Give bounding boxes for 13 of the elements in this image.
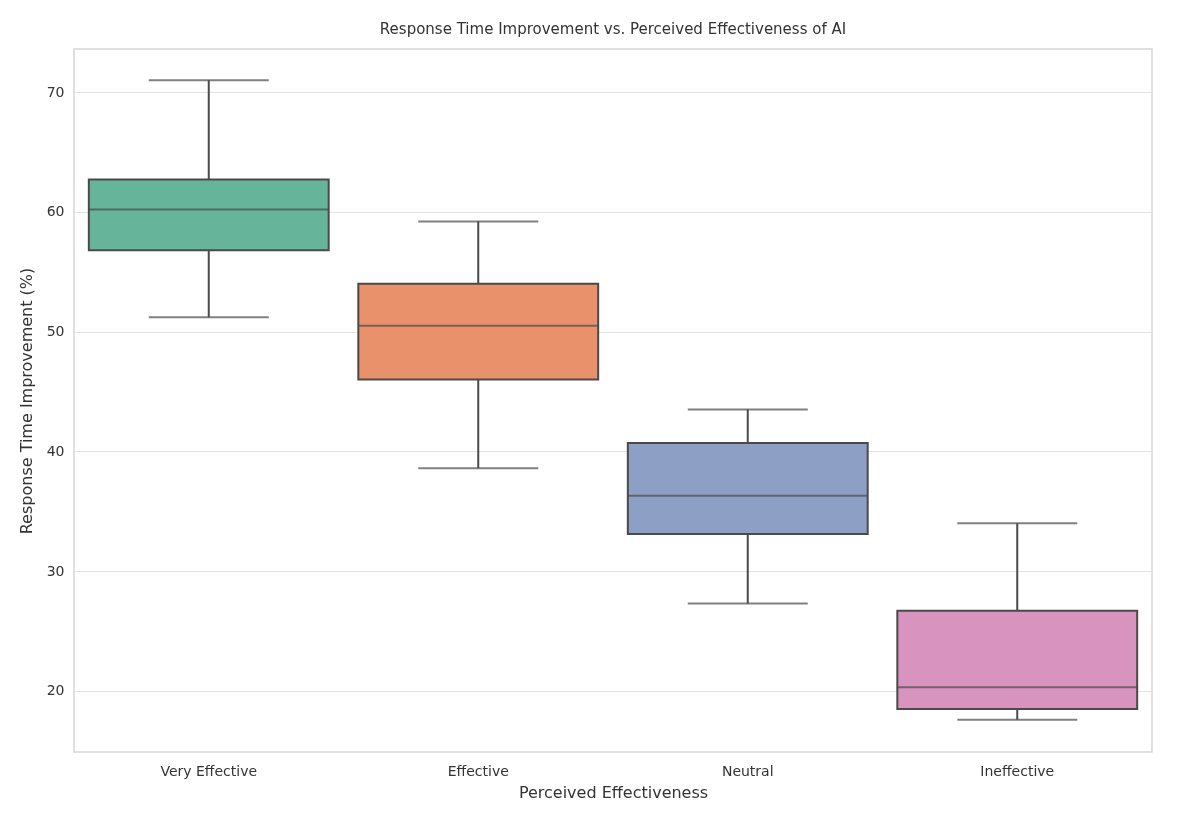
x-tick-label: Neutral [721, 762, 774, 779]
y-tick-label: 60 [46, 203, 65, 220]
y-axis-title: Response Time Improvement (%) [16, 267, 36, 535]
chart-title: Response Time Improvement vs. Perceived Effectiveness of AI [379, 20, 847, 38]
x-axis-title: Perceived Effectiveness [518, 782, 709, 802]
y-tick-label: 40 [46, 442, 65, 459]
y-tick-label: 70 [46, 83, 65, 100]
y-tick-label: 50 [46, 323, 65, 340]
x-tick-label: Very Effective [160, 762, 258, 779]
y-tick-label: 30 [46, 562, 65, 579]
x-tick-label: Effective [447, 762, 509, 779]
x-tick-label: Ineffective [980, 762, 1055, 779]
y-tick-label: 20 [46, 682, 65, 699]
